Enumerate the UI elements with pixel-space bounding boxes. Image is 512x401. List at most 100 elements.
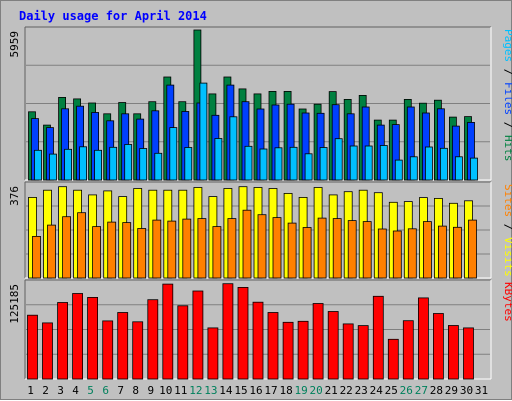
bar-kbytes-day-5 (87, 296, 98, 380)
bar-kbytes-day-11 (177, 305, 189, 380)
y-tick-top-label: 125185 (8, 284, 21, 324)
bar-sites-day-23 (362, 221, 372, 279)
side-legend-part: Hits (502, 135, 512, 162)
bar-sites-day-13 (212, 226, 222, 279)
bar-kbytes-day-14 (222, 283, 234, 380)
bar-pages-day-13 (214, 138, 223, 181)
x-tick-label-day: 24 (370, 384, 384, 397)
x-tick-label-day: 19 (294, 384, 307, 397)
bar-sites-day-29 (452, 226, 462, 279)
bar-sites-day-12 (197, 218, 207, 279)
side-legend-part: / (502, 115, 512, 135)
x-tick-label-day: 5 (87, 384, 94, 397)
bar-kbytes-day-24 (372, 295, 384, 380)
x-tick-label-day: 2 (42, 384, 49, 397)
bar-kbytes-day-26 (402, 320, 414, 380)
bar-sites-day-3 (62, 216, 71, 279)
bar-kbytes-day-10 (162, 283, 174, 380)
x-tick-label-day: 18 (279, 384, 292, 397)
bar-kbytes-day-12 (192, 290, 204, 380)
x-tick-label-day: 7 (117, 384, 124, 397)
bar-pages-day-4 (79, 146, 87, 181)
x-tick-label-day: 31 (475, 384, 488, 397)
bar-sites-day-20 (317, 217, 327, 279)
bar-sites-day-6 (107, 221, 117, 279)
x-tick-label-day: 8 (132, 384, 139, 397)
bar-sites-day-4 (77, 212, 86, 279)
bar-sites-day-14 (227, 218, 237, 279)
bar-pages-day-29 (454, 156, 463, 181)
bar-pages-day-15 (244, 145, 253, 181)
bar-kbytes-day-23 (357, 325, 369, 380)
bar-pages-day-17 (274, 147, 283, 181)
bar-sites-day-9 (152, 219, 162, 279)
x-tick-label-day: 3 (57, 384, 64, 397)
x-tick-label-day: 20 (309, 384, 322, 397)
bar-sites-day-26 (407, 228, 417, 279)
bar-sites-day-30 (468, 219, 477, 279)
bar-kbytes-day-29 (447, 325, 459, 380)
bar-pages-day-28 (439, 147, 448, 181)
x-tick-label-day: 28 (430, 384, 443, 397)
bar-kbytes-day-20 (312, 303, 324, 380)
side-legend-part: Pages (502, 29, 512, 62)
bar-kbytes-day-25 (387, 338, 399, 380)
x-tick-label-day: 12 (189, 384, 202, 397)
bar-sites-day-17 (272, 217, 282, 279)
bar-pages-day-10 (169, 127, 178, 181)
bar-pages-day-19 (304, 153, 313, 181)
bar-pages-day-21 (334, 138, 343, 181)
side-legend-part: Sites (502, 184, 512, 217)
side-legend-part: Visits (502, 237, 512, 277)
bar-sites-day-8 (137, 228, 147, 279)
bar-sites-day-10 (167, 220, 177, 279)
y-tick-top-label: 376 (8, 186, 21, 206)
bar-kbytes-day-9 (147, 299, 159, 380)
bar-pages-day-30 (470, 157, 478, 181)
x-tick-label-day: 25 (385, 384, 398, 397)
bar-kbytes-day-15 (237, 286, 249, 380)
bar-pages-day-14 (229, 116, 238, 181)
x-tick-label-day: 27 (415, 384, 428, 397)
side-legend-part: / (502, 217, 512, 237)
bar-kbytes-day-16 (252, 301, 264, 380)
bar-sites-day-11 (182, 218, 192, 279)
bar-pages-day-12 (199, 82, 208, 181)
x-tick-label-day: 11 (174, 384, 187, 397)
bar-kbytes-day-19 (297, 320, 309, 380)
bar-sites-day-18 (287, 222, 297, 279)
bar-kbytes-day-7 (117, 312, 129, 380)
x-tick-label-day: 23 (355, 384, 368, 397)
bar-pages-day-23 (364, 145, 373, 181)
x-tick-label-day: 21 (325, 384, 338, 397)
bar-pages-day-3 (64, 148, 72, 181)
side-legend: Pages / Files / Hits (502, 29, 512, 162)
bar-sites-day-5 (92, 226, 101, 279)
bar-pages-day-11 (184, 147, 193, 181)
bar-kbytes-day-4 (72, 293, 83, 380)
x-tick-label-day: 14 (219, 384, 233, 397)
bar-pages-day-18 (289, 146, 298, 181)
bar-pages-day-2 (49, 153, 57, 181)
bar-pages-day-25 (394, 159, 403, 181)
bar-sites-day-16 (257, 214, 267, 279)
side-legend: KBytes (502, 282, 512, 322)
side-legend-part: / (502, 62, 512, 82)
x-tick-label-day: 16 (249, 384, 262, 397)
bar-sites-day-7 (122, 222, 132, 279)
bar-kbytes-day-27 (417, 297, 429, 380)
bar-pages-day-16 (259, 148, 268, 181)
bar-kbytes-day-8 (132, 321, 144, 380)
x-tick-label-day: 6 (102, 384, 109, 397)
bar-kbytes-day-17 (267, 312, 279, 380)
bar-kbytes-day-18 (282, 321, 294, 380)
bar-pages-day-1 (34, 149, 42, 181)
x-tick-label-day: 29 (445, 384, 458, 397)
x-tick-label-day: 4 (72, 384, 79, 397)
chart-title: Daily usage for April 2014 (19, 9, 207, 23)
bar-pages-day-8 (139, 148, 148, 181)
bar-sites-day-2 (47, 224, 56, 279)
bar-sites-day-15 (242, 209, 252, 279)
y-tick-top-label: 5959 (8, 31, 21, 58)
